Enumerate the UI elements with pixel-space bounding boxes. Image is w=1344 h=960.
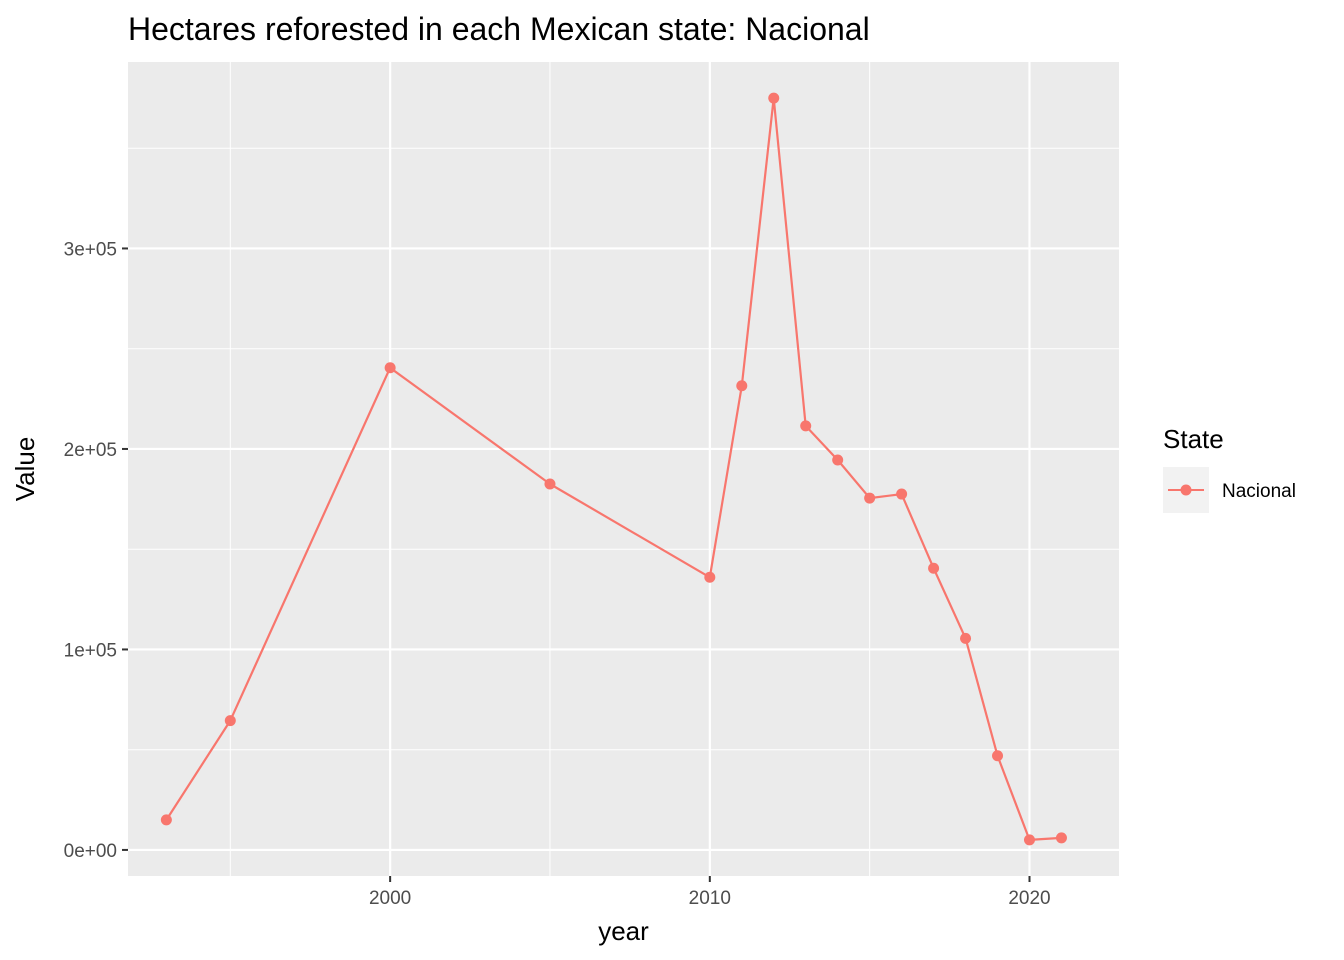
data-point bbox=[960, 632, 972, 644]
chart-title: Hectares reforested in each Mexican stat… bbox=[128, 11, 870, 47]
grid-major bbox=[128, 62, 1119, 876]
y-tick-label: 3e+05 bbox=[64, 239, 117, 260]
series-layer bbox=[160, 92, 1067, 846]
x-axis-title: year bbox=[598, 916, 649, 946]
legend: State Nacional bbox=[1163, 424, 1296, 513]
data-point bbox=[1055, 832, 1067, 844]
y-tick-label: 0e+00 bbox=[64, 841, 117, 862]
legend-key-point bbox=[1180, 484, 1192, 496]
data-point bbox=[896, 488, 908, 500]
data-point bbox=[768, 92, 780, 104]
data-point bbox=[1023, 834, 1035, 846]
x-tick-label: 2020 bbox=[1008, 888, 1050, 909]
x-tick-label: 2000 bbox=[369, 888, 411, 909]
data-point bbox=[704, 571, 716, 583]
data-point bbox=[928, 562, 940, 574]
data-point bbox=[160, 814, 172, 826]
grid-minor bbox=[128, 62, 1119, 876]
axis-ticks: 2000 2010 2020 0e+00 1e+05 2e+05 3e+05 bbox=[64, 239, 1051, 909]
data-point bbox=[864, 492, 876, 504]
data-point bbox=[992, 750, 1004, 762]
data-point bbox=[384, 362, 396, 374]
plot-panel bbox=[128, 62, 1119, 876]
data-point bbox=[800, 420, 812, 432]
y-tick-label: 2e+05 bbox=[64, 440, 117, 461]
data-point bbox=[832, 454, 844, 466]
legend-label: Nacional bbox=[1222, 481, 1296, 502]
x-tick-label: 2010 bbox=[689, 888, 731, 909]
data-point bbox=[736, 380, 748, 392]
y-tick-label: 1e+05 bbox=[64, 640, 117, 661]
series-line bbox=[165, 96, 1062, 842]
data-point bbox=[224, 715, 236, 727]
legend-title: State bbox=[1163, 424, 1224, 454]
y-axis-title: Value bbox=[10, 437, 40, 502]
data-point bbox=[544, 478, 556, 490]
